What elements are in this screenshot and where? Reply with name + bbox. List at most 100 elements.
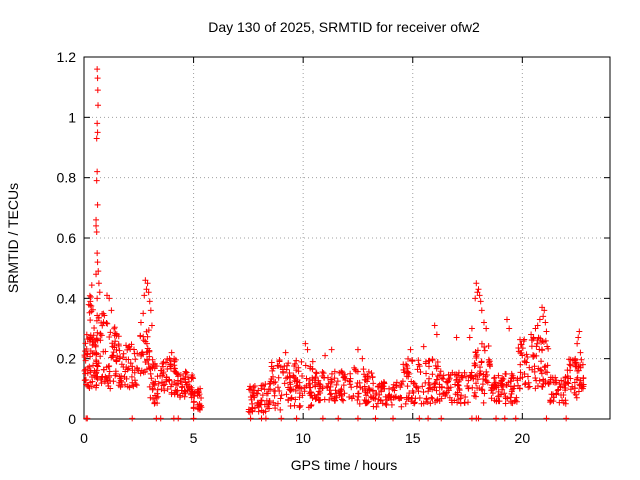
data-point	[322, 352, 329, 359]
data-point	[93, 216, 100, 223]
data-point	[538, 370, 545, 377]
data-point	[433, 387, 440, 394]
data-point	[88, 303, 95, 310]
data-point	[129, 415, 136, 422]
data-point	[578, 381, 585, 388]
data-point	[455, 369, 462, 376]
data-point	[414, 366, 421, 373]
data-point	[429, 395, 436, 402]
data-point	[475, 415, 482, 422]
data-point	[251, 394, 258, 401]
data-point	[571, 379, 578, 386]
y-tick-label: 1	[68, 109, 76, 125]
data-point	[473, 280, 480, 287]
data-point	[549, 391, 556, 398]
data-point	[191, 398, 198, 405]
data-point	[336, 369, 343, 376]
data-point	[249, 407, 256, 414]
data-point	[86, 309, 93, 316]
data-point	[158, 386, 165, 393]
data-point	[167, 361, 174, 368]
data-point	[573, 394, 580, 401]
data-point	[416, 363, 423, 370]
data-point	[538, 358, 545, 365]
data-point	[567, 362, 574, 369]
data-point	[129, 367, 136, 374]
data-point	[481, 347, 488, 354]
data-point	[489, 390, 496, 397]
data-point	[87, 294, 94, 301]
data-point	[154, 386, 161, 393]
data-point	[528, 343, 535, 350]
data-point	[272, 379, 279, 386]
y-tick-label: 0	[68, 411, 76, 427]
data-point	[159, 363, 166, 370]
data-point	[99, 311, 106, 318]
data-point	[472, 349, 479, 356]
data-point	[547, 397, 554, 404]
data-point	[361, 371, 368, 378]
data-point	[333, 390, 340, 397]
data-point	[107, 385, 114, 392]
data-point	[131, 377, 138, 384]
data-point	[452, 381, 459, 388]
data-point	[465, 377, 472, 384]
data-point	[554, 387, 561, 394]
data-point	[93, 271, 100, 278]
data-point	[137, 370, 144, 377]
data-point	[292, 396, 299, 403]
data-point	[363, 400, 370, 407]
data-point	[339, 396, 346, 403]
data-point	[134, 350, 141, 357]
data-point	[353, 368, 360, 375]
data-point	[98, 380, 105, 387]
data-point	[473, 371, 480, 378]
data-point	[472, 380, 479, 387]
data-point	[390, 415, 397, 422]
data-point	[525, 384, 532, 391]
data-point	[286, 379, 293, 386]
data-point	[255, 387, 262, 394]
data-point	[270, 399, 277, 406]
data-point	[247, 383, 254, 390]
data-point	[462, 394, 469, 401]
data-point	[93, 335, 100, 342]
data-point	[277, 395, 284, 402]
data-point	[565, 380, 572, 387]
data-point	[93, 374, 100, 381]
data-point	[473, 353, 480, 360]
data-point	[446, 394, 453, 401]
data-point	[81, 352, 88, 359]
data-point	[478, 340, 485, 347]
data-point	[115, 342, 122, 349]
data-point	[293, 415, 300, 422]
data-point	[526, 383, 533, 390]
data-point	[312, 396, 319, 403]
data-point	[266, 381, 273, 388]
data-point	[437, 368, 444, 375]
data-point	[307, 402, 314, 409]
data-point	[495, 372, 502, 379]
data-point	[512, 415, 519, 422]
data-point	[148, 375, 155, 382]
data-point	[278, 415, 285, 422]
data-point	[94, 75, 101, 82]
data-point	[94, 295, 101, 302]
data-point	[177, 371, 184, 378]
data-point	[328, 370, 335, 377]
data-point	[149, 356, 156, 363]
data-point	[370, 395, 377, 402]
data-point	[425, 415, 432, 422]
data-point	[93, 358, 100, 365]
data-point	[84, 351, 91, 358]
data-point	[438, 415, 445, 422]
data-point	[340, 374, 347, 381]
data-point	[295, 384, 302, 391]
data-point	[159, 379, 166, 386]
data-points	[81, 66, 587, 422]
data-point	[164, 385, 171, 392]
data-point	[196, 400, 203, 407]
data-point	[423, 398, 430, 405]
data-point	[532, 325, 539, 332]
y-axis-label: SRMTID / TECUs	[5, 183, 21, 293]
